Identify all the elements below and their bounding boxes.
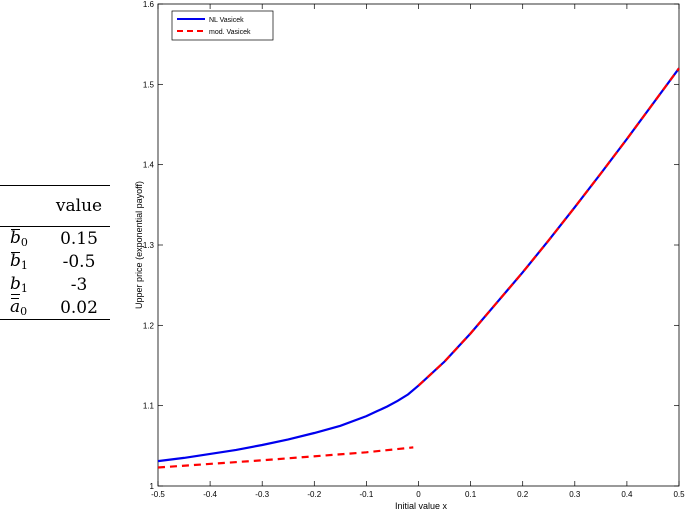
y-tick-label: 1.6 <box>143 0 155 9</box>
series-lines <box>157 67 680 469</box>
x-tick-label: 0.2 <box>517 490 529 499</box>
series-mod-vasicek-line <box>417 67 680 387</box>
series-mod-vasicek-line <box>157 446 414 469</box>
legend-label: mod. Vasicek <box>209 29 251 36</box>
param-symbol-subscript: 1 <box>20 259 28 272</box>
param-symbol: a0 <box>10 297 27 318</box>
x-tick-label: 0.3 <box>569 490 581 499</box>
x-tick-label: 0.4 <box>621 490 633 499</box>
param-symbol-cell: a0 <box>0 297 48 318</box>
table-row: b1 -3 <box>0 273 110 296</box>
legend: NL Vasicek mod. Vasicek <box>171 10 274 41</box>
table-row: a0 0.02 <box>0 296 110 319</box>
table-bottom-rule <box>0 319 110 320</box>
legend-label: NL Vasicek <box>209 17 244 24</box>
param-symbol-base: b <box>10 228 21 248</box>
param-symbol-subscript: 1 <box>20 282 28 295</box>
table-row: b1 -0.5 <box>0 250 110 273</box>
plot-border <box>157 3 680 487</box>
param-symbol-subscript: 0 <box>20 236 28 249</box>
param-symbol-base: b <box>10 251 21 271</box>
plot-frame <box>157 3 680 487</box>
y-tick-label: 1.2 <box>143 321 155 330</box>
param-symbol-subscript: 0 <box>20 305 28 318</box>
y-tick-label: 1.3 <box>143 241 155 250</box>
x-tick-label: -0.5 <box>151 490 165 499</box>
param-symbol: b1 <box>10 251 28 272</box>
x-axis-label: Initial value x <box>395 501 448 511</box>
param-symbol: b1 <box>10 274 28 295</box>
table-header-row: value <box>0 186 110 226</box>
param-symbol-base: b <box>10 274 21 294</box>
table-body: b0 0.15 b1 -0.5 b1 -3 a0 0.02 <box>0 227 110 319</box>
table-header-rule <box>0 226 110 227</box>
header-value-cell: value <box>55 196 103 216</box>
y-tick-label: 1.4 <box>143 161 155 170</box>
x-tick-label: 0.1 <box>465 490 477 499</box>
param-symbol-cell: b0 <box>0 228 48 249</box>
y-tick-label: 1 <box>150 482 155 491</box>
legend-box <box>171 10 274 41</box>
table-row: b0 0.15 <box>0 227 110 250</box>
x-tick-label: 0.5 <box>673 490 685 499</box>
x-tick-label: 0 <box>416 490 421 499</box>
param-symbol-base: a <box>10 297 21 317</box>
param-value-cell: 0.02 <box>60 297 98 318</box>
param-value-cell: -0.5 <box>62 251 96 272</box>
x-tick-label: -0.3 <box>255 490 269 499</box>
param-value-cell: -3 <box>70 274 88 295</box>
param-symbol: b0 <box>10 228 28 249</box>
axis-ticks: -0.5 -0.4 -0.3 -0.2 -0.1 0 0.1 0.2 0.3 0.4 0.5 1 1.1… <box>143 0 685 499</box>
y-tick-label: 1.1 <box>143 402 155 411</box>
param-symbol-cell: b1 <box>0 251 48 272</box>
series-nl-vasicek-line <box>157 67 680 463</box>
x-tick-label: -0.2 <box>307 490 321 499</box>
x-tick-label: -0.1 <box>360 490 374 499</box>
y-axis-label: Upper price (exponential payoff) <box>134 181 144 309</box>
x-tick-label: -0.4 <box>203 490 217 499</box>
param-value-cell: 0.15 <box>60 228 98 249</box>
table-top-rule <box>0 185 110 186</box>
y-tick-label: 1.5 <box>143 80 155 89</box>
parameter-table: value b0 0.15 b1 -0.5 b1 -3 a0 0.02 <box>0 185 110 320</box>
param-symbol-cell: b1 <box>0 274 48 295</box>
